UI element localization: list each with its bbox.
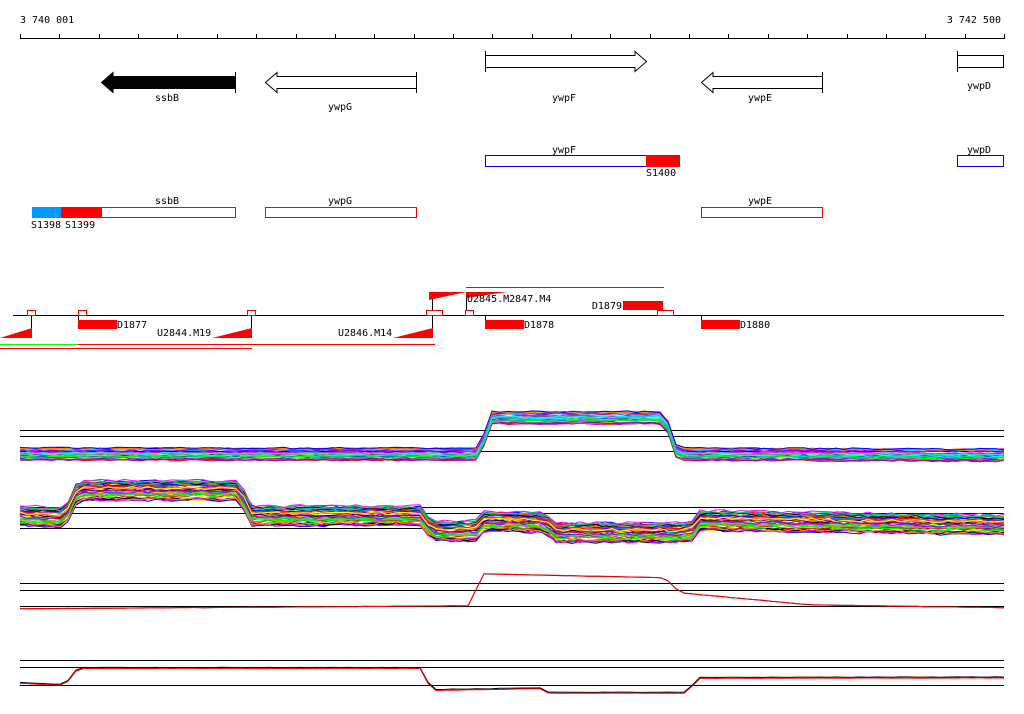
expression-line xyxy=(19,491,1005,538)
t4-block-D1877[interactable] xyxy=(78,320,117,329)
gene-ywpG[interactable] xyxy=(264,71,417,94)
expression-line xyxy=(19,573,1005,610)
expression-line xyxy=(20,573,1005,610)
track-2: ywpF S1400 ywpD xyxy=(485,145,1004,179)
ruler-start-label: 3 740 001 xyxy=(20,15,74,26)
t4-marker xyxy=(465,310,474,316)
expression-line xyxy=(19,488,1005,535)
expression-line xyxy=(19,666,1005,693)
expression-line xyxy=(19,493,1005,540)
t4-marker xyxy=(657,310,674,316)
t4-label-D1879: D1879 xyxy=(592,301,622,312)
t4-label-U2846: U2846.M14 xyxy=(338,328,392,339)
expression-line xyxy=(19,484,1005,531)
panel-3 xyxy=(19,573,1005,610)
track-3: ssbB S1398 S1399 ywpG ywpE xyxy=(31,196,823,231)
gene-box-ywpD[interactable] xyxy=(957,55,1004,68)
expression-line xyxy=(19,421,1005,462)
t4-label-U2844: U2844.M19 xyxy=(157,328,211,339)
t4-label-D1878: D1878 xyxy=(524,320,554,331)
gene-labels: ssbB ywpG ywpF ywpE ywpD xyxy=(155,81,991,113)
t3-box-ywpE[interactable] xyxy=(701,207,823,218)
t2-box-ywpD[interactable] xyxy=(957,155,1004,167)
t4-block-D1878[interactable] xyxy=(485,320,524,329)
label-ssbB: ssbB xyxy=(155,93,179,104)
label-ywpG: ywpG xyxy=(328,102,352,113)
panel-1 xyxy=(19,410,1005,463)
expression-line xyxy=(19,489,1005,537)
label-ywpE: ywpE xyxy=(748,93,772,104)
expression-line xyxy=(19,481,1005,527)
expression-line xyxy=(19,420,1005,461)
t2-label-ywpD: ywpD xyxy=(967,145,991,156)
t4-marker xyxy=(78,310,87,316)
gene-ywpF[interactable] xyxy=(485,50,648,73)
t4-marker xyxy=(426,310,443,316)
expression-line xyxy=(19,419,1005,460)
t4-ramp xyxy=(212,328,252,338)
gene-arrow-ssbB[interactable] xyxy=(100,71,236,94)
t3-label-ywpG: ywpG xyxy=(328,196,352,207)
expression-line xyxy=(19,410,1005,451)
t3-segment-S1398[interactable] xyxy=(32,207,61,218)
gene-ssbB[interactable] xyxy=(100,71,236,94)
track-4: D1877 D1878 D1879 D1880 U2844.M19 U2846.… xyxy=(0,287,1004,349)
t4-label-U2845: U2845.M2847.M4 xyxy=(467,294,551,305)
expression-line xyxy=(19,478,1005,525)
t3-label-S1399: S1399 xyxy=(65,220,95,231)
expression-line xyxy=(19,482,1005,529)
gene-track xyxy=(100,50,1004,94)
expression-line xyxy=(19,411,1005,452)
t4-ramp xyxy=(393,328,433,338)
gene-arrow-ywpF[interactable] xyxy=(485,50,648,73)
ruler-end-label: 3 742 500 xyxy=(947,15,1001,26)
t3-label-S1398: S1398 xyxy=(31,220,61,231)
t3-label-ywpE: ywpE xyxy=(748,196,772,207)
expression-line xyxy=(19,415,1005,456)
t4-ramp xyxy=(0,328,32,338)
expression-line xyxy=(19,491,1005,538)
t4-block-D1879[interactable] xyxy=(623,301,663,310)
t4-marker xyxy=(27,310,36,316)
t4-block-D1880[interactable] xyxy=(701,320,740,329)
t2-label-S1400: S1400 xyxy=(646,168,676,179)
t3-box-ywpG[interactable] xyxy=(265,207,417,218)
t2-segment-S1400[interactable] xyxy=(646,155,680,167)
t2-label-ywpF: ywpF xyxy=(552,145,576,156)
t4-label-D1877: D1877 xyxy=(117,320,147,331)
panel-4 xyxy=(19,660,1005,694)
t3-label-ssbB: ssbB xyxy=(155,196,179,207)
expression-panels xyxy=(19,410,1005,694)
label-ywpF: ywpF xyxy=(552,93,576,104)
t4-ramp xyxy=(429,292,466,300)
ruler: 3 740 001 3 742 500 xyxy=(20,15,1005,39)
label-ywpD: ywpD xyxy=(967,81,991,92)
t4-marker xyxy=(247,310,256,316)
expression-line xyxy=(19,417,1005,458)
gene-arrow-ywpG[interactable] xyxy=(264,71,417,94)
panel-2 xyxy=(19,478,1005,545)
gene-ywpD[interactable] xyxy=(957,51,1004,72)
t4-label-D1880: D1880 xyxy=(740,320,770,331)
gene-arrow-ywpE[interactable] xyxy=(700,71,823,94)
t4-ramp xyxy=(466,292,507,298)
expression-line xyxy=(19,486,1005,533)
t3-segment-S1399[interactable] xyxy=(61,207,102,218)
expression-line xyxy=(19,667,1004,694)
gene-ywpE[interactable] xyxy=(700,71,823,94)
